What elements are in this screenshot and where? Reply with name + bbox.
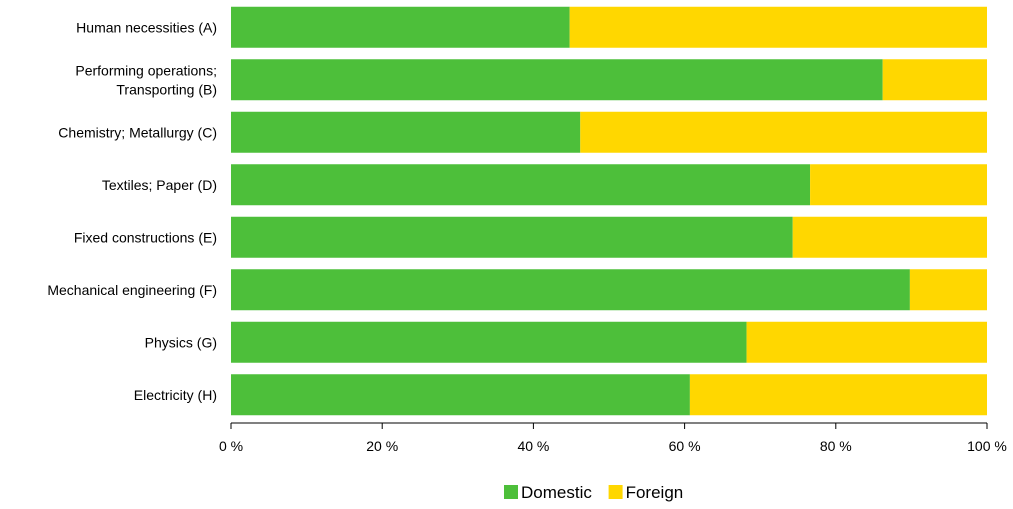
bars bbox=[231, 6, 987, 416]
x-tick-label: 60 % bbox=[669, 438, 701, 454]
category-labels: Human necessities (A) Performing operatio… bbox=[47, 19, 217, 403]
category-label: Human necessities (A) bbox=[76, 19, 217, 35]
bar-domestic-1 bbox=[231, 59, 883, 101]
x-axis: 0 % 20 % 40 % 60 % 80 % 100 % bbox=[219, 422, 1007, 454]
category-label: Chemistry; Metallurgy (C) bbox=[58, 124, 217, 140]
bar-foreign-3 bbox=[810, 164, 987, 206]
bar-foreign-1 bbox=[882, 59, 987, 101]
bar-foreign-0 bbox=[569, 6, 987, 48]
bar-foreign-2 bbox=[580, 111, 987, 153]
category-label: Physics (G) bbox=[145, 334, 217, 350]
category-label: Mechanical engineering (F) bbox=[47, 282, 217, 298]
x-tick-label: 0 % bbox=[219, 438, 243, 454]
bar-foreign-5 bbox=[909, 269, 987, 311]
bar-domestic-0 bbox=[231, 6, 570, 48]
x-tick-label: 100 % bbox=[967, 438, 1007, 454]
category-label: Textiles; Paper (D) bbox=[102, 177, 217, 193]
bar-foreign-4 bbox=[792, 216, 987, 258]
category-label: Electricity (H) bbox=[134, 387, 217, 403]
bar-foreign-6 bbox=[746, 321, 987, 363]
x-tick-label: 80 % bbox=[820, 438, 852, 454]
bar-domestic-3 bbox=[231, 164, 811, 206]
bar-foreign-7 bbox=[689, 374, 987, 416]
legend-label-foreign: Foreign bbox=[626, 483, 684, 502]
legend: Domestic Foreign bbox=[504, 483, 683, 502]
bar-domestic-5 bbox=[231, 269, 910, 311]
bar-domestic-4 bbox=[231, 216, 793, 258]
x-tick-label: 40 % bbox=[517, 438, 549, 454]
category-label: Performing operations; Transporting (B) bbox=[75, 62, 217, 97]
bar-domestic-7 bbox=[231, 374, 690, 416]
x-tick-label: 20 % bbox=[366, 438, 398, 454]
legend-label-domestic: Domestic bbox=[521, 483, 592, 502]
legend-swatch-foreign bbox=[608, 485, 623, 499]
category-label: Fixed constructions (E) bbox=[74, 229, 217, 245]
bar-domestic-2 bbox=[231, 111, 581, 153]
legend-swatch-domestic bbox=[504, 485, 518, 499]
bar-domestic-6 bbox=[231, 321, 747, 363]
